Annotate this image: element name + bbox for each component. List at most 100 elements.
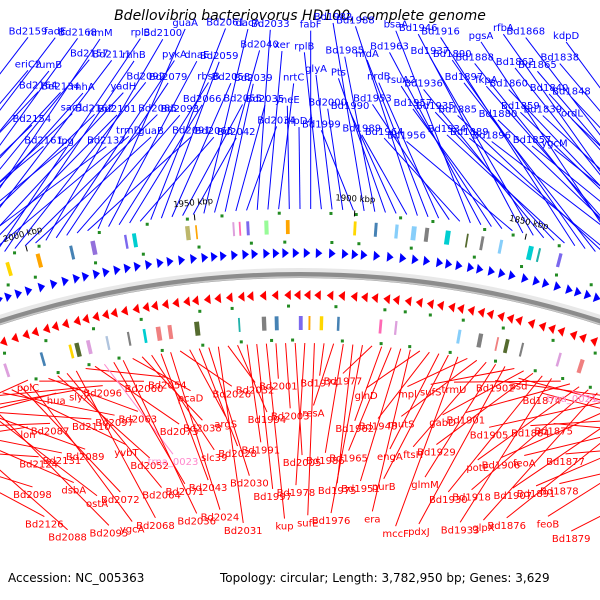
gene-label: nrdB	[367, 72, 391, 83]
gene-connector-line	[129, 104, 203, 224]
gene-label: potE	[466, 463, 489, 474]
forward-feature-block	[5, 261, 13, 277]
gene-label: yneE	[275, 95, 300, 106]
gene-label: Bd1879	[552, 534, 591, 545]
reverse-feature-block	[576, 358, 585, 374]
gene-label: Bd2059	[200, 51, 239, 62]
gene-connector-line	[66, 82, 169, 236]
gene-connector-line	[483, 392, 598, 521]
gene-label: fkpA	[475, 75, 498, 86]
gene-label: trmU	[442, 385, 467, 396]
gene-connector-line	[366, 59, 429, 218]
gene-label: Bd2134	[41, 81, 80, 92]
gene-connector-line	[0, 92, 124, 227]
forward-gene-arrow	[521, 273, 529, 283]
gene-label: Bd1906	[482, 461, 521, 472]
gene-label: Bd2087	[31, 426, 70, 437]
gene-connector-line	[189, 349, 227, 417]
backbone-highlight	[0, 276, 600, 326]
gene-label: Bd1951	[341, 484, 380, 495]
gene-connector-line	[436, 372, 534, 445]
forward-feature-block	[525, 245, 534, 261]
gene-label: Bd2073	[160, 427, 199, 438]
forward-gene-arrow	[72, 274, 80, 284]
gene-label: engA	[377, 452, 403, 463]
gene-label: Bd2089	[66, 452, 105, 463]
gene-label: Bd1838	[540, 53, 579, 64]
gene-label: Bd1848	[552, 86, 591, 97]
gene-label: Bd1875	[534, 426, 573, 437]
marker-forward	[554, 273, 558, 277]
backbone-arc	[0, 272, 600, 326]
gene-connector-line	[208, 347, 250, 476]
gene-label: Bd2137	[87, 136, 126, 147]
forward-feature-block	[35, 253, 44, 268]
gene-connector-line	[440, 37, 576, 247]
gene-label: dsbA	[61, 486, 86, 497]
gene-connector-line	[87, 136, 192, 232]
gene-label: ostA	[86, 499, 108, 510]
forward-gene-arrow	[4, 292, 12, 303]
gene-label: lon	[20, 430, 35, 441]
genome-summary: Topology: circular; Length: 3,782,950 bp…	[220, 571, 550, 585]
gene-label: Bd1953	[353, 93, 392, 104]
gene-connector-line	[0, 113, 73, 183]
gene-label: Bd1874	[522, 396, 561, 407]
gene-connector-line	[286, 105, 290, 210]
reverse-gene-arrow	[506, 314, 515, 324]
gene-connector-line	[430, 368, 515, 385]
gene-label: Bd1965	[329, 454, 368, 465]
gene-connector-line	[451, 59, 586, 249]
gene-label: glmM	[411, 480, 439, 491]
forward-gene-arrow	[272, 248, 280, 259]
marker-reverse	[428, 313, 432, 317]
gene-connector-line	[365, 350, 421, 389]
gene-label: guaA	[172, 18, 198, 29]
gene-label: ygcM	[541, 138, 567, 149]
gene-label: yvbT	[114, 448, 139, 459]
forward-gene-arrow	[61, 276, 69, 287]
gene-label: Bd1897	[445, 72, 484, 83]
gene-label: guaB	[138, 126, 164, 137]
gene-label: glpX	[472, 523, 494, 534]
gene-label: Bd1997	[253, 492, 292, 503]
gene-connector-line	[559, 63, 600, 112]
gene-connector-line	[203, 29, 249, 214]
gene-label: Bd1877	[546, 457, 585, 468]
gene-connector-line	[336, 344, 354, 484]
forward-gene-arrow	[360, 249, 368, 260]
marker-inner	[87, 363, 91, 367]
gene-connector-line	[94, 365, 180, 425]
forward-feature-block	[285, 220, 290, 235]
gene-label: Bd2058	[212, 72, 251, 83]
gene-label: purB	[372, 482, 396, 493]
forward-feature-block	[464, 233, 469, 248]
gene-label: Bd2060	[125, 384, 164, 395]
gene-label: resA	[302, 408, 324, 419]
marker-outer	[399, 216, 403, 220]
gene-label: Bd1982	[314, 12, 353, 23]
gene-label: Bd2054	[148, 380, 187, 391]
forward-feature-block	[238, 221, 242, 236]
forward-gene-arrow	[541, 278, 550, 288]
gene-connector-line	[214, 50, 261, 213]
gene-connector-line	[170, 352, 221, 510]
gene-connector-line	[256, 343, 274, 489]
gene-label: Bd1905	[470, 430, 509, 441]
gene-label: Bd2126	[25, 520, 64, 531]
gene-connector-line	[0, 453, 39, 458]
reverse-gene-arrow	[271, 290, 279, 301]
gene-connector-line	[459, 378, 552, 523]
gene-connector-line	[76, 114, 181, 234]
reverse-gene-arrow	[477, 307, 486, 318]
gene-label: pdxJ	[408, 527, 430, 538]
gene-connector-line	[139, 136, 215, 222]
gene-label: Bd1948	[359, 422, 398, 433]
gene-label: Bd2028	[218, 449, 257, 460]
gene-label: Bd2093	[160, 104, 199, 115]
gene-connector-line	[246, 344, 262, 443]
reverse-gene-arrow	[486, 309, 495, 320]
scale-tick-label: 1850 kbp	[508, 214, 549, 232]
gene-label: fpg	[58, 136, 74, 147]
marker-inner	[561, 377, 565, 381]
